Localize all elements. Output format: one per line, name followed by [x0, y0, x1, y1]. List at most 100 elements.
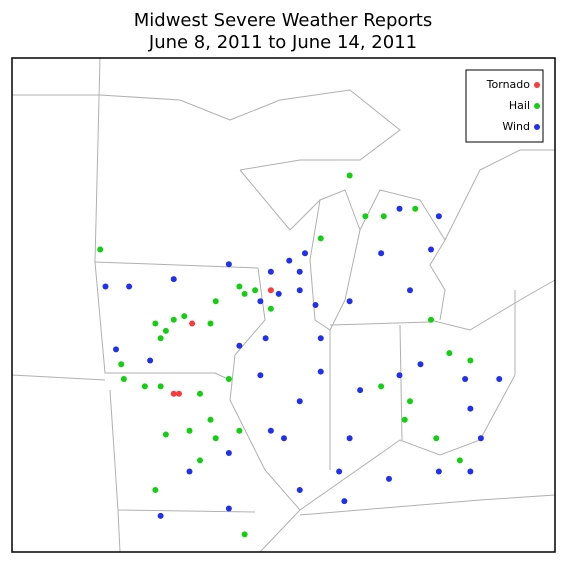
report-dot: [241, 531, 248, 538]
report-dot: [467, 405, 474, 412]
report-dot: [236, 283, 243, 290]
report-dot: [380, 213, 387, 220]
boundaries: [11, 57, 556, 553]
report-dot: [241, 290, 248, 297]
report-dot: [296, 398, 303, 405]
report-dot: [428, 316, 434, 323]
report-dot: [407, 398, 413, 405]
report-dot: [378, 383, 385, 390]
report-dot: [170, 390, 177, 397]
report-dot: [317, 235, 324, 242]
report-dot: [446, 350, 453, 357]
report-dot: [433, 435, 440, 442]
report-dot: [396, 205, 403, 212]
report-dot: [341, 498, 348, 505]
report-dot: [362, 213, 369, 220]
report-dot: [396, 372, 403, 379]
report-dot: [467, 357, 474, 364]
report-dot: [296, 487, 303, 493]
subtitle: June 8, 2011 to June 14, 2011: [148, 32, 417, 53]
report-dot: [267, 427, 274, 434]
report-dot: [378, 250, 385, 257]
report-dot: [346, 435, 353, 442]
report-dot: [317, 335, 324, 342]
report-dot: [189, 320, 196, 327]
report-dot: [428, 246, 434, 253]
report-dot: [147, 357, 154, 364]
legend-swatch: [534, 82, 540, 88]
report-dot: [312, 302, 319, 308]
report-dot: [267, 305, 274, 312]
report-dot: [212, 298, 219, 305]
reports: [97, 172, 503, 538]
title: Midwest Severe Weather Reports: [134, 10, 433, 31]
legend-swatch: [534, 124, 540, 130]
report-dot: [477, 435, 484, 442]
report-dot: [141, 383, 148, 390]
report-dot: [346, 298, 353, 305]
report-dot: [225, 450, 232, 456]
report-dot: [113, 346, 119, 353]
report-dot: [435, 468, 442, 475]
report-dot: [126, 283, 133, 290]
report-dot: [152, 487, 159, 493]
report-dot: [97, 246, 104, 253]
report-dot: [467, 468, 474, 475]
report-dot: [435, 213, 442, 220]
report-dot: [118, 361, 125, 368]
legend-label: Tornado: [486, 78, 531, 91]
report-dot: [152, 320, 159, 327]
report-dot: [386, 475, 392, 482]
legend-label: Hail: [509, 99, 530, 112]
report-dot: [417, 361, 424, 368]
frame: [11, 57, 556, 553]
report-dot: [225, 376, 232, 382]
report-dot: [462, 376, 469, 382]
report-dot: [257, 372, 264, 379]
report-dot: [236, 427, 243, 434]
report-dot: [281, 435, 287, 442]
report-dot: [157, 383, 164, 390]
report-dot: [197, 457, 203, 464]
report-dot: [317, 368, 324, 375]
report-dot: [296, 287, 303, 294]
report-dot: [212, 435, 219, 442]
report-dot: [157, 335, 164, 342]
report-dot: [102, 283, 109, 290]
report-dot: [496, 376, 503, 382]
report-dot: [456, 457, 463, 464]
report-dot: [412, 205, 419, 212]
report-dot: [225, 505, 232, 512]
report-dot: [120, 376, 127, 382]
report-dot: [302, 250, 308, 257]
report-dot: [357, 387, 364, 394]
report-dot: [267, 268, 274, 275]
report-dot: [197, 390, 203, 397]
report-dot: [186, 468, 193, 475]
report-dot: [162, 431, 169, 438]
report-dot: [267, 287, 274, 294]
report-dot: [170, 316, 177, 323]
report-dot: [157, 512, 164, 519]
report-dot: [181, 313, 188, 320]
report-dot: [275, 290, 282, 297]
report-dot: [257, 298, 264, 305]
report-dot: [252, 287, 259, 294]
legend-swatch: [534, 103, 540, 109]
report-dot: [225, 261, 232, 268]
report-dot: [296, 268, 303, 275]
report-dot: [186, 427, 193, 434]
report-dot: [236, 342, 243, 349]
report-dot: [207, 416, 214, 423]
report-dot: [207, 320, 214, 327]
report-dot: [162, 327, 169, 334]
report-dot: [262, 335, 269, 342]
report-dot: [176, 390, 182, 397]
report-dot: [286, 257, 293, 264]
report-dot: [336, 468, 343, 475]
legend: [465, 69, 544, 143]
legend-label: Wind: [502, 120, 530, 133]
report-dot: [170, 276, 177, 283]
report-dot: [401, 416, 408, 423]
